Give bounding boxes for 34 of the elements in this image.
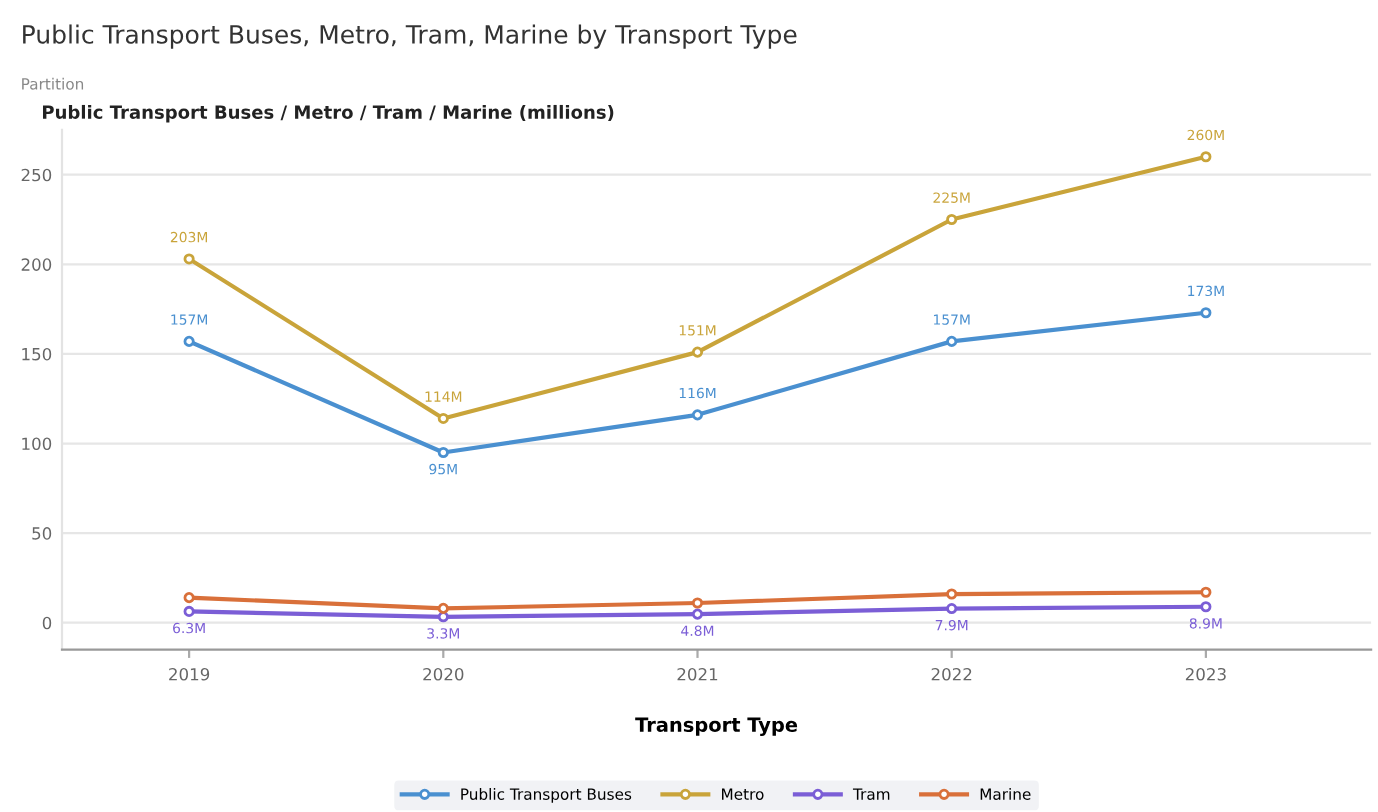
point [1200,307,1212,319]
point [691,409,704,421]
x-axis-title: Transport Type [635,717,798,736]
point [183,605,195,617]
point [183,592,195,604]
point [691,597,704,609]
point [946,335,958,347]
chart-title: Public Transport Buses, Metro, Tram, Marine by Transport Type [23,24,797,49]
point [1200,586,1212,598]
x-tick-label: 2022 [931,667,972,681]
point [183,335,195,347]
point [437,412,449,424]
y-tick-label: 200 [21,258,52,271]
point [691,346,704,358]
point [437,611,449,623]
y-tick-label: 150 [22,347,52,361]
point [691,608,704,620]
y-tick-label: 50 [32,527,52,540]
x-tick-label: 2023 [1185,667,1226,681]
point [946,213,958,226]
point [437,446,449,459]
point [946,603,958,615]
point [1200,151,1212,163]
x-tick-label: 2019 [169,667,210,681]
point [183,253,195,265]
x-tick-label: 2021 [677,667,718,681]
y-tick-label: 100 [22,437,52,451]
point [946,588,958,600]
y-tick-label: 250 [21,168,52,182]
x-tick-label: 2020 [423,667,464,681]
point [437,602,449,614]
y-tick-label: 0 [42,616,52,630]
y-axis-title: Public Transport Buses / Metro / Tram / Marine (millions) [43,104,614,123]
point [1200,601,1212,613]
